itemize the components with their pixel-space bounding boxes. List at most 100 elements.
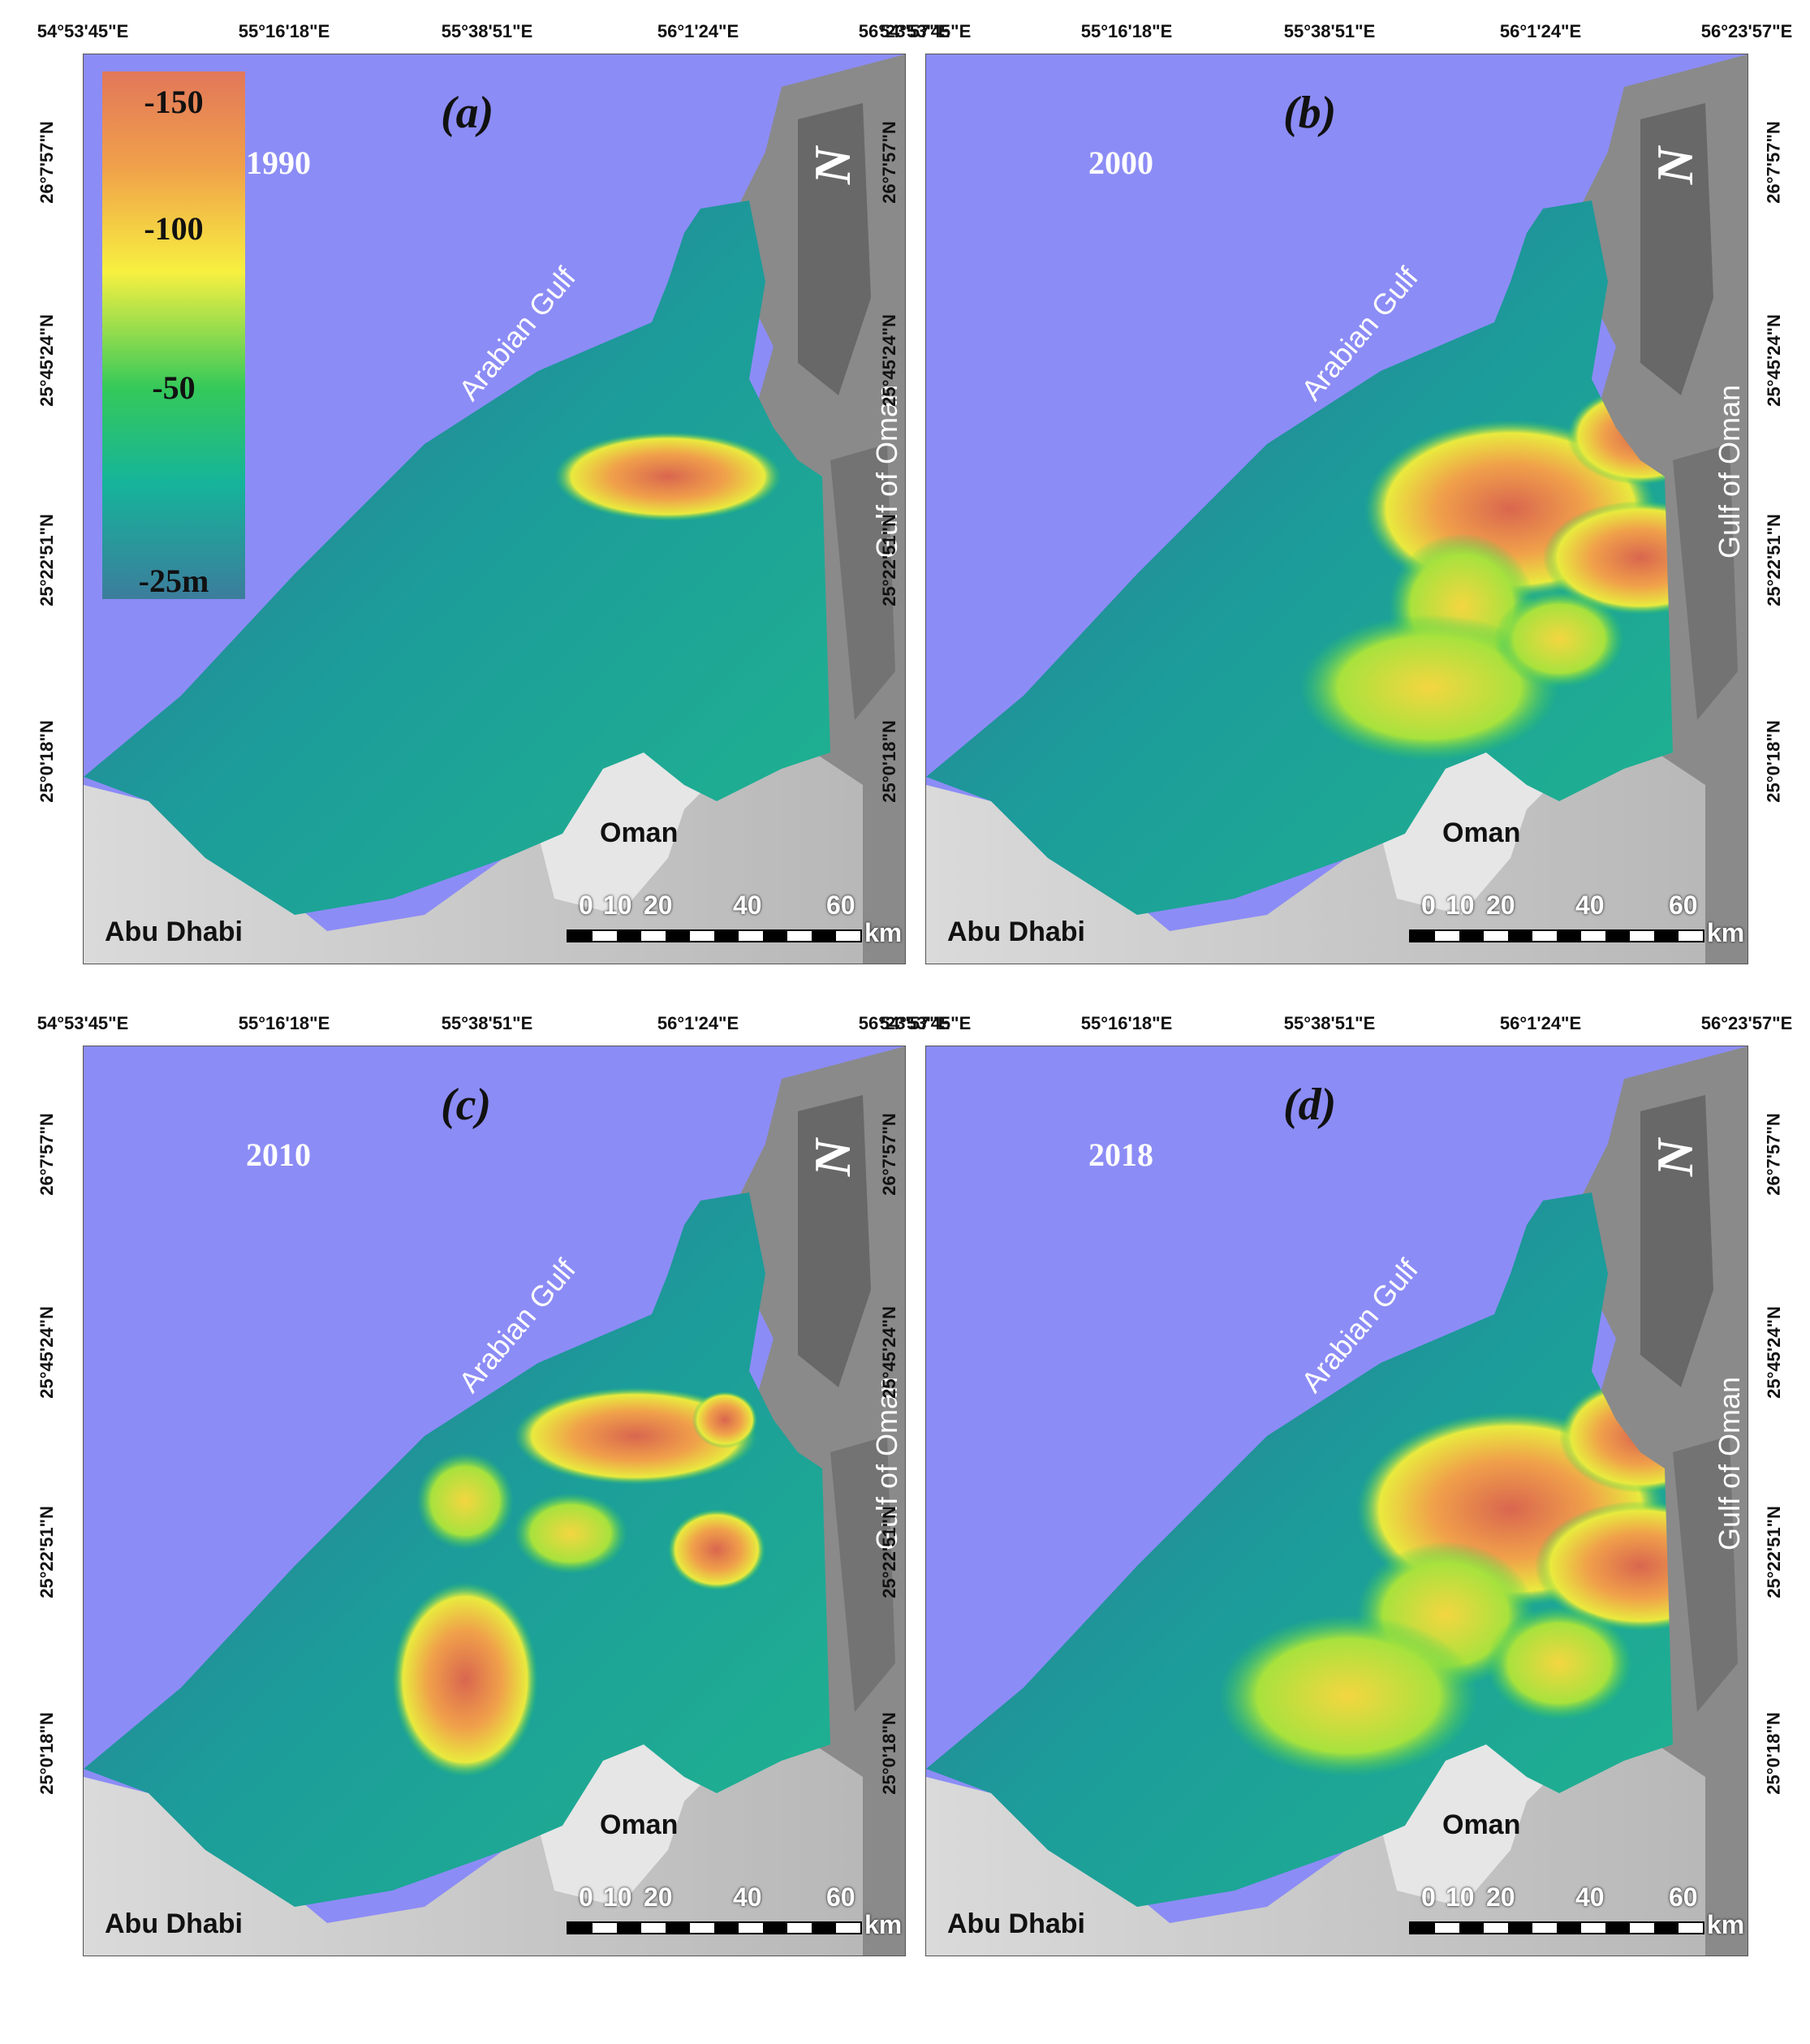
scale-tick: 40: [1575, 890, 1605, 920]
scale-tick: 0: [1421, 1882, 1436, 1912]
map-panel: 54°53'45"E 55°16'18"E 55°38'51"E 56°1'24…: [37, 1011, 950, 1986]
lon-label: 54°53'45"E: [37, 21, 129, 41]
lon-label: 56°1'24"E: [657, 1013, 739, 1033]
north-arrow-icon: N: [1646, 1138, 1704, 1177]
depth-hotspot: [1299, 614, 1559, 761]
terrain-svg: [84, 1046, 905, 1956]
lon-label: 55°16'18"E: [1080, 1013, 1173, 1033]
lat-label: 25°22'51"N: [879, 514, 899, 606]
map-panel: 54°53'45"E 55°16'18"E 55°38'51"E 56°1'24…: [879, 1011, 1792, 1986]
lat-label: 26°7'57"N: [879, 1113, 899, 1196]
scale-tick: 10: [603, 890, 632, 920]
depth-overlay: [1218, 1379, 1673, 1777]
abu-dhabi-label: Abu Dhabi: [105, 916, 243, 947]
lon-label: 54°53'45"E: [37, 1013, 129, 1033]
scale-tick: 20: [1486, 890, 1515, 920]
oman-label: Oman: [600, 1809, 679, 1840]
lat-label: 25°45'24"N: [37, 1306, 57, 1399]
lon-label: 56°23'57"E: [858, 1013, 950, 1033]
legend-label: -50: [152, 369, 196, 406]
panel-label: (c): [441, 1080, 492, 1130]
lon-label: 54°53'45"E: [879, 1013, 972, 1033]
year-label: 2018: [1088, 1136, 1153, 1173]
panel-label: (b): [1283, 88, 1337, 138]
depth-overlay: [392, 1387, 765, 1777]
lat-label: 25°0'18"N: [1764, 1712, 1784, 1795]
lon-label: 55°16'18"E: [238, 1013, 330, 1033]
lat-label: 26°7'57"N: [879, 121, 899, 204]
panel-label: (d): [1283, 1080, 1337, 1130]
gulf-of-oman-label: Gulf of Oman: [1713, 1376, 1746, 1550]
lon-label: 55°38'51"E: [441, 1013, 533, 1033]
scale-unit: km: [1707, 1910, 1745, 1939]
lon-label: 55°38'51"E: [1283, 1013, 1376, 1033]
scale-unit: km: [1707, 918, 1745, 947]
lat-label: 25°45'24"N: [37, 314, 57, 407]
legend-label: -25m: [138, 563, 209, 599]
lon-label: 56°1'24"E: [1499, 21, 1582, 41]
abu-dhabi-label: Abu Dhabi: [105, 1908, 243, 1939]
legend-label: -150: [144, 84, 204, 120]
scale-tick: 40: [733, 890, 762, 920]
lon-label: 56°23'57"E: [1700, 21, 1793, 41]
depth-hotspot: [1567, 387, 1673, 485]
abu-dhabi-label: Abu Dhabi: [947, 916, 1085, 947]
oman-label: Oman: [1442, 817, 1521, 848]
lon-label: 56°1'24"E: [1499, 1013, 1582, 1033]
map-area: (c) 2010 Arabian Gulf Gulf of Oman Oman …: [83, 1046, 906, 1956]
lat-label: 25°22'51"N: [1764, 514, 1784, 606]
scale-tick: 10: [1446, 1882, 1475, 1912]
lat-label: 25°45'24"N: [1764, 314, 1784, 407]
lat-label: 26°7'57"N: [37, 1113, 57, 1196]
scale-unit: km: [864, 918, 903, 947]
lat-label: 26°7'57"N: [1764, 121, 1784, 204]
oman-label: Oman: [600, 817, 679, 848]
depth-hotspot: [1559, 1379, 1673, 1493]
depth-hotspot: [668, 1509, 765, 1590]
abu-dhabi-label: Abu Dhabi: [947, 1908, 1085, 1939]
depth-hotspot: [1486, 1606, 1632, 1720]
map-panel: 54°53'45"E 55°16'18"E 55°38'51"E 56°1'24…: [37, 19, 950, 994]
scale-tick: 20: [1486, 1882, 1515, 1912]
depth-hotspot: [554, 432, 782, 521]
lat-label: 25°0'18"N: [1764, 720, 1784, 803]
map-panel: 54°53'45"E 55°16'18"E 55°38'51"E 56°1'24…: [879, 19, 1792, 994]
scale-tick: 0: [1421, 890, 1436, 920]
lon-label: 55°16'18"E: [1080, 21, 1173, 41]
lon-label: 55°16'18"E: [238, 21, 330, 41]
terrain-svg: [84, 54, 905, 964]
lon-label: 55°38'51"E: [1283, 21, 1376, 41]
scale-tick: 0: [579, 890, 593, 920]
panel-label: (a): [441, 88, 494, 138]
lat-label: 25°45'24"N: [879, 1306, 899, 1399]
scale-tick: 0: [579, 1882, 593, 1912]
lon-label: 56°1'24"E: [657, 21, 739, 41]
depth-hotspot: [416, 1452, 514, 1550]
scale-tick: 60: [1669, 1882, 1698, 1912]
lat-label: 25°0'18"N: [879, 1712, 899, 1795]
scale-tick: 20: [644, 890, 673, 920]
legend-label: -100: [144, 210, 204, 247]
lat-label: 25°22'51"N: [37, 514, 57, 606]
scale-tick: 60: [1669, 890, 1698, 920]
depth-hotspot: [392, 1582, 538, 1777]
oman-label: Oman: [1442, 1809, 1521, 1840]
year-label: 2010: [246, 1136, 311, 1173]
scale-bar-graphic: [1409, 1921, 1704, 1934]
lon-label: 56°23'57"E: [1700, 1013, 1793, 1033]
depth-hotspot: [1218, 1615, 1478, 1777]
scale-bar-graphic: [1409, 929, 1704, 942]
depth-hotspot: [514, 1493, 627, 1574]
lat-label: 25°45'24"N: [879, 314, 899, 407]
lon-label: 56°23'57"E: [858, 21, 950, 41]
north-arrow-icon: N: [804, 1138, 862, 1177]
lat-label: 26°7'57"N: [37, 121, 57, 204]
scale-tick: 40: [733, 1882, 762, 1912]
scale-tick: 60: [826, 1882, 855, 1912]
depth-hotspot: [1494, 590, 1624, 688]
lat-label: 25°22'51"N: [37, 1506, 57, 1598]
lat-label: 25°0'18"N: [879, 720, 899, 803]
depth-hotspot: [692, 1391, 757, 1448]
year-label: 1990: [246, 144, 311, 181]
scale-tick: 20: [644, 1882, 673, 1912]
